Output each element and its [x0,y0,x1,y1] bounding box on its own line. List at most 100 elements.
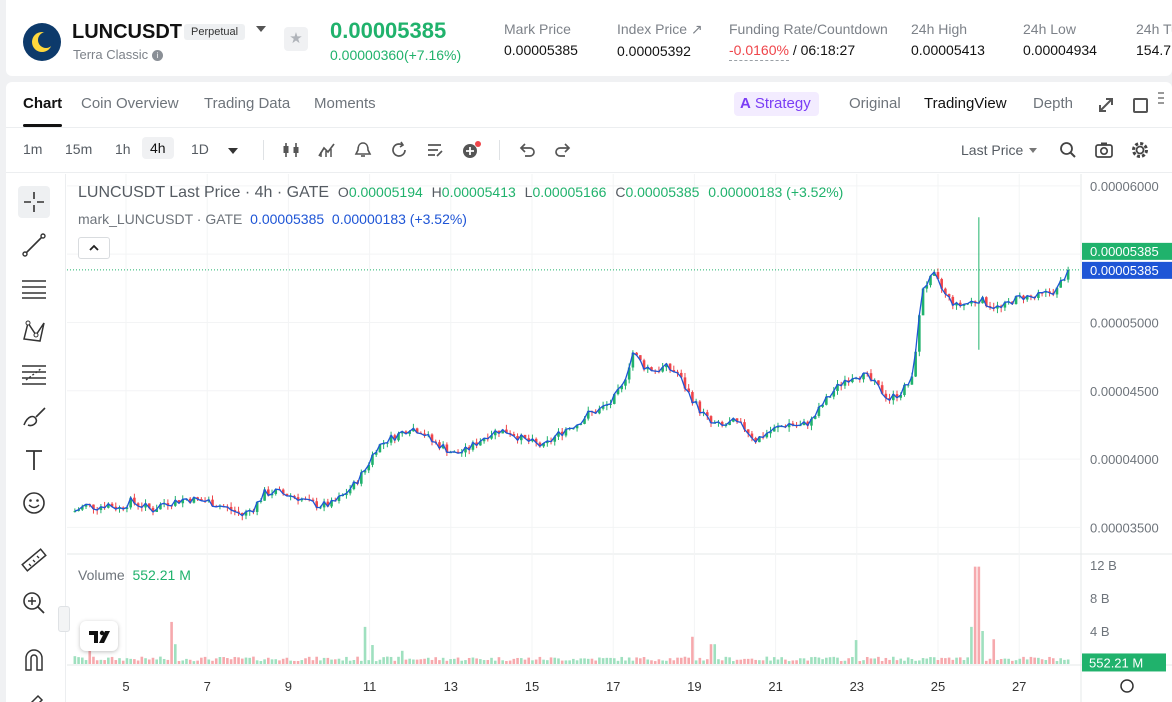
volume-bar [754,659,757,664]
grip-icon[interactable] [1158,92,1164,104]
alert-icon[interactable] [353,140,373,160]
volume-bar [192,661,196,664]
timeframe-1m[interactable]: 1m [23,141,43,157]
last-price: 0.00005385 [330,18,447,43]
emoji-tool[interactable] [18,487,50,519]
horizontal-lines-tool[interactable] [18,272,50,304]
volume-bar [787,661,791,664]
crosshair-icon [24,192,44,212]
pair-symbol[interactable]: LUNCUSDT [72,21,182,43]
panel-handle[interactable] [58,606,70,632]
timeframe-1d[interactable]: 1D [191,141,209,157]
volume-bar [296,660,300,664]
candle-body [921,288,925,316]
volume-bar [467,657,471,664]
tab-coin-overview[interactable]: Coin Overview [81,95,179,112]
candle-body [996,305,999,309]
volume-bar [233,656,237,664]
candle-body [237,511,240,513]
candle-body [181,499,185,504]
tradingview-logo[interactable] [80,621,118,651]
timeframe-dropdown-icon[interactable] [228,148,238,154]
indicators-icon[interactable] [317,140,337,160]
lock-tool[interactable] [18,682,50,702]
camera-icon[interactable] [1094,140,1114,160]
candle-body [1022,295,1025,300]
volume-bar [389,656,393,664]
settings-gear-icon[interactable] [1130,140,1150,160]
brush-tool[interactable] [18,401,50,433]
volume-bar [240,658,244,664]
template-icon[interactable] [425,140,445,160]
x-tick-label: 21 [768,679,782,694]
timeframe-4h[interactable]: 4h [142,137,174,159]
replay-icon[interactable] [389,140,409,160]
pattern-tool[interactable] [18,315,50,347]
pattern-icon [23,320,45,342]
stat-label[interactable]: Index Price ↗ [617,21,703,37]
tab-chart[interactable]: Chart [11,95,74,127]
volume-bar [333,659,337,664]
price-source-select[interactable]: Last Price [961,142,1038,158]
volume-bar [683,656,687,664]
add-indicator-icon[interactable] [461,140,481,160]
window-icon[interactable] [1133,98,1148,113]
volume-bar [546,660,549,664]
volume-bar [508,660,512,664]
chevron-down-icon[interactable] [256,26,266,32]
magnet-tool[interactable] [18,644,50,676]
volume-bar [1029,656,1033,664]
text-tool[interactable] [18,444,50,476]
search-icon[interactable] [1058,140,1078,160]
timeframe-15m[interactable]: 15m [65,141,93,157]
volume-bar [958,657,962,664]
volume-bar [527,657,531,664]
chart-area[interactable]: 0.000060000.000055000.000050000.00004500… [58,174,1172,702]
tab-trading-data[interactable]: Trading Data [204,95,291,112]
candle-body [512,434,516,437]
view-original[interactable]: Original [849,95,901,112]
volume-bar [728,657,731,664]
volume-bar [627,657,631,664]
candle-body [263,489,266,501]
volume-bar [542,659,545,664]
undo-icon[interactable] [517,140,537,160]
fib-tool[interactable] [18,358,50,390]
strategy-button[interactable]: A Strategy [734,92,819,116]
candle-body [107,503,110,508]
candle-type-icon[interactable] [281,140,301,160]
countdown-value: / 06:18:27 [788,42,856,58]
funding-rate-value[interactable]: -0.0160% [729,42,789,61]
volume-bar [549,657,553,664]
volume-bar [144,658,147,664]
candle-body [776,426,780,428]
volume-bar [222,657,225,664]
candle-body [698,401,702,413]
expand-icon[interactable] [1098,97,1114,113]
info-icon[interactable]: i [152,50,164,61]
candlestick-chart[interactable]: 0.000060000.000055000.000050000.00004500… [67,174,1172,702]
volume-bar [869,658,873,664]
stat-index-price[interactable]: Index Price ↗ 0.00005392 [617,21,703,59]
volume-bar [426,657,430,664]
view-tradingview[interactable]: TradingView [924,95,1007,112]
zoom-tool[interactable] [18,587,50,619]
volume-bar [460,660,464,664]
candle-body [389,435,393,443]
mark-series-change: 0.00000183 (+3.52%) [331,211,467,227]
candle-body [616,389,620,395]
tab-moments[interactable]: Moments [314,95,376,112]
volume-bar [650,660,653,664]
stat-funding-rate: Funding Rate/Countdown -0.0160% / 06:18:… [729,21,888,61]
ruler-tool[interactable] [18,544,50,576]
favorite-star-icon[interactable]: ★ [284,27,308,51]
volume-bar [921,658,925,664]
timeframe-1h[interactable]: 1h [115,141,131,157]
view-depth[interactable]: Depth [1033,95,1074,112]
stat-24h-turnover: 24h Tu 154.7 [1136,21,1172,58]
volume-bar [319,660,322,664]
crosshair-tool[interactable] [18,186,50,218]
redo-icon[interactable] [553,140,573,160]
trend-line-tool[interactable] [18,229,50,261]
collapse-legend-button[interactable] [78,237,110,259]
